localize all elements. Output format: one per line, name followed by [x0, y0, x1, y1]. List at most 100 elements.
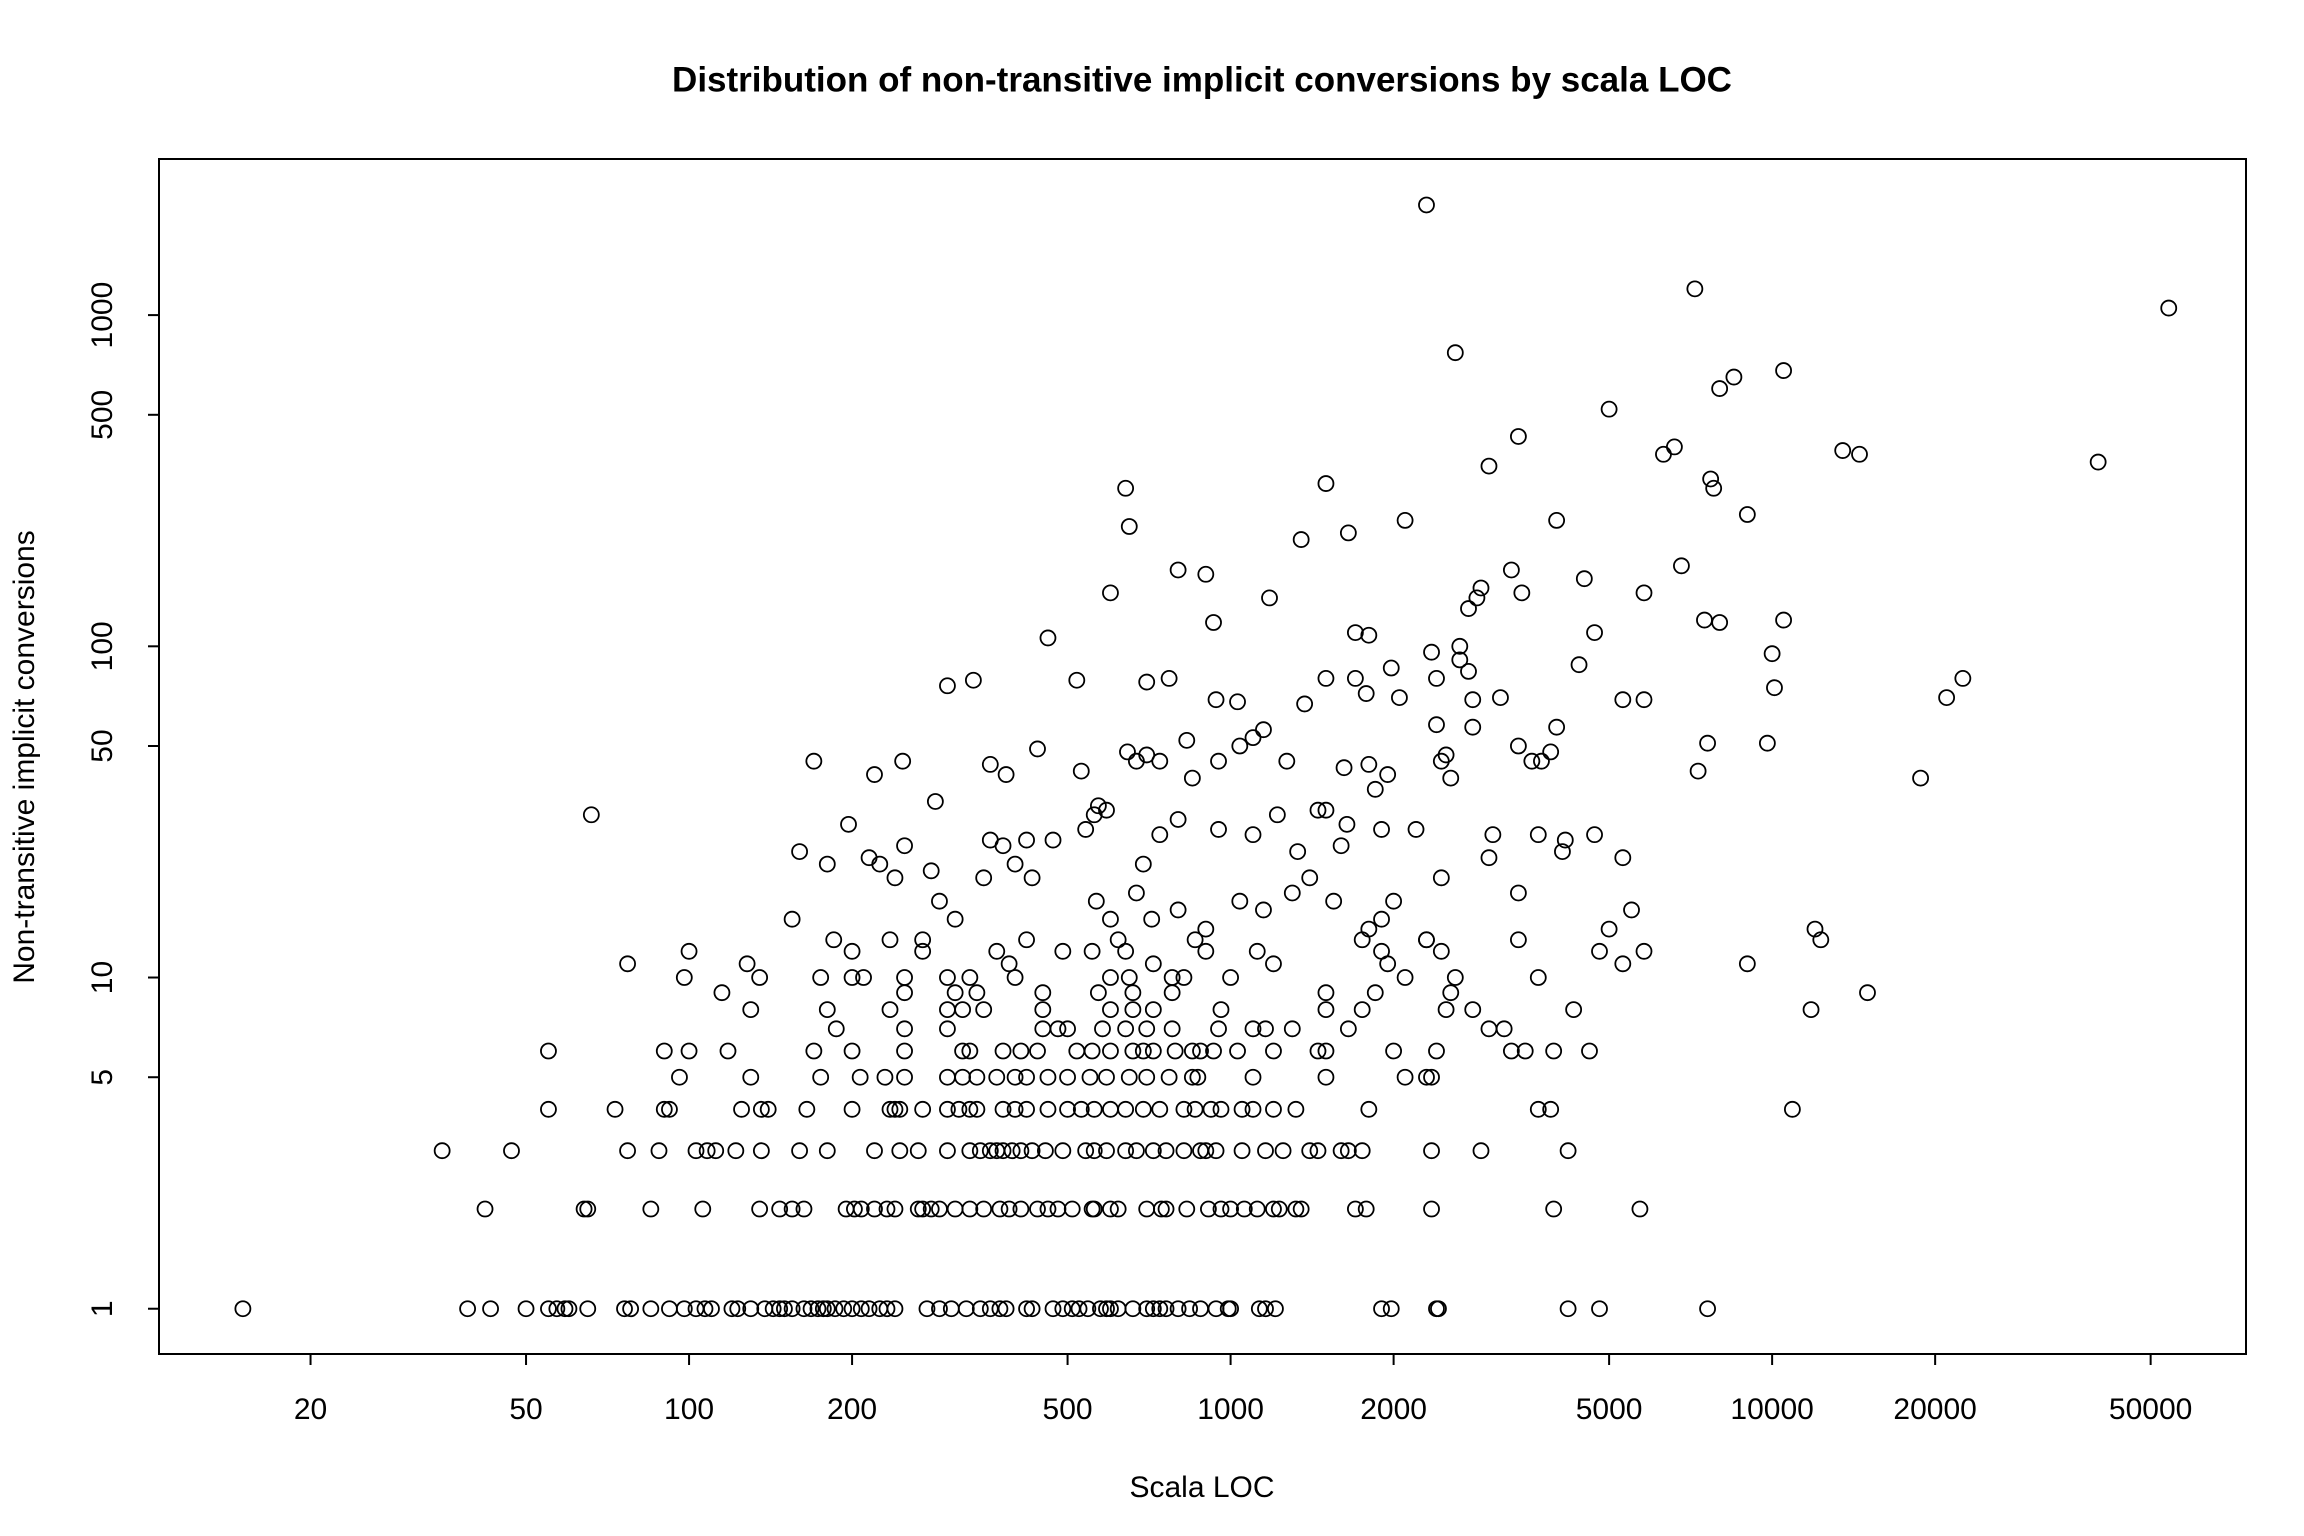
point: [642, 1300, 660, 1318]
point: [1446, 344, 1464, 362]
point: [946, 910, 964, 928]
point: [1255, 901, 1272, 919]
point: [914, 1100, 932, 1118]
point: [954, 1042, 972, 1060]
point: [1545, 1042, 1563, 1060]
point: [1102, 1200, 1119, 1218]
y-tick-label: 50: [86, 729, 119, 762]
point: [1169, 1300, 1187, 1318]
point: [866, 766, 883, 783]
point: [855, 969, 872, 986]
point: [1464, 691, 1482, 709]
point: [946, 984, 964, 1002]
point: [1686, 280, 1704, 298]
point: [1197, 1142, 1215, 1160]
point: [1152, 1200, 1170, 1218]
point: [909, 1200, 927, 1218]
point: [1212, 1001, 1230, 1019]
point: [1197, 565, 1215, 583]
point: [826, 1300, 844, 1318]
point: [783, 1200, 801, 1218]
point: [579, 1300, 597, 1318]
point: [742, 1068, 760, 1086]
point: [939, 1100, 956, 1118]
point: [975, 1001, 993, 1019]
point: [1197, 942, 1215, 960]
point: [968, 1068, 986, 1086]
point: [1079, 1300, 1097, 1318]
point: [1023, 1142, 1041, 1160]
point: [1287, 1200, 1305, 1218]
point: [1169, 561, 1187, 579]
point: [1144, 955, 1162, 973]
point: [1178, 1200, 1196, 1218]
point: [1244, 1100, 1262, 1118]
point: [1542, 1100, 1560, 1118]
point: [1094, 1020, 1111, 1038]
point: [1510, 737, 1527, 755]
point: [1250, 1300, 1268, 1318]
point: [1181, 1300, 1198, 1318]
point: [1265, 1042, 1282, 1060]
point: [1124, 1001, 1142, 1019]
y-tick-label: 1: [86, 1300, 119, 1317]
point: [1357, 1200, 1375, 1218]
point: [968, 984, 986, 1002]
point: [1451, 651, 1469, 669]
point: [914, 1200, 932, 1218]
x-tick-label: 5000: [1576, 1393, 1643, 1426]
point: [886, 869, 904, 887]
point: [1802, 1001, 1820, 1019]
point: [1207, 691, 1225, 709]
point: [896, 1042, 913, 1060]
point: [1545, 1200, 1563, 1218]
point: [1418, 1068, 1435, 1086]
point: [1006, 969, 1024, 986]
point: [1157, 1142, 1175, 1160]
point: [878, 1200, 896, 1218]
x-tick-label: 50000: [2109, 1393, 2192, 1426]
point: [783, 1300, 801, 1318]
point: [1175, 1100, 1193, 1118]
point: [1529, 826, 1547, 844]
point: [1812, 931, 1830, 949]
y-tick-label: 500: [86, 390, 119, 440]
point: [1292, 1200, 1310, 1218]
point: [703, 1300, 720, 1318]
point: [1484, 826, 1502, 844]
point: [1083, 1042, 1101, 1060]
point: [818, 1300, 836, 1318]
point: [1085, 1200, 1103, 1218]
point: [1151, 1100, 1169, 1118]
point: [2160, 299, 2178, 317]
x-tick-label: 2000: [1360, 1393, 1427, 1426]
point: [694, 1200, 712, 1218]
point: [988, 942, 1006, 960]
x-tick-label: 10000: [1730, 1393, 1813, 1426]
point: [1207, 1142, 1225, 1160]
point: [1666, 438, 1683, 456]
point: [1513, 584, 1531, 602]
point: [1705, 479, 1723, 497]
point: [1003, 1142, 1021, 1160]
point: [914, 942, 932, 960]
point: [1407, 821, 1425, 838]
point: [961, 1100, 979, 1118]
point: [1346, 624, 1364, 641]
point: [878, 1300, 896, 1318]
point: [1418, 196, 1435, 214]
point: [1689, 762, 1707, 780]
point: [1200, 1200, 1217, 1218]
point: [1109, 1200, 1127, 1218]
point: [1063, 1200, 1081, 1218]
point: [742, 1001, 760, 1019]
point: [1235, 1200, 1253, 1218]
point: [840, 815, 857, 833]
point: [1138, 1068, 1156, 1086]
point: [1089, 984, 1107, 1002]
point: [1189, 1068, 1207, 1086]
point: [1600, 400, 1618, 418]
point: [1581, 1042, 1598, 1060]
x-axis-label: Scala LOC: [1129, 1471, 1274, 1504]
